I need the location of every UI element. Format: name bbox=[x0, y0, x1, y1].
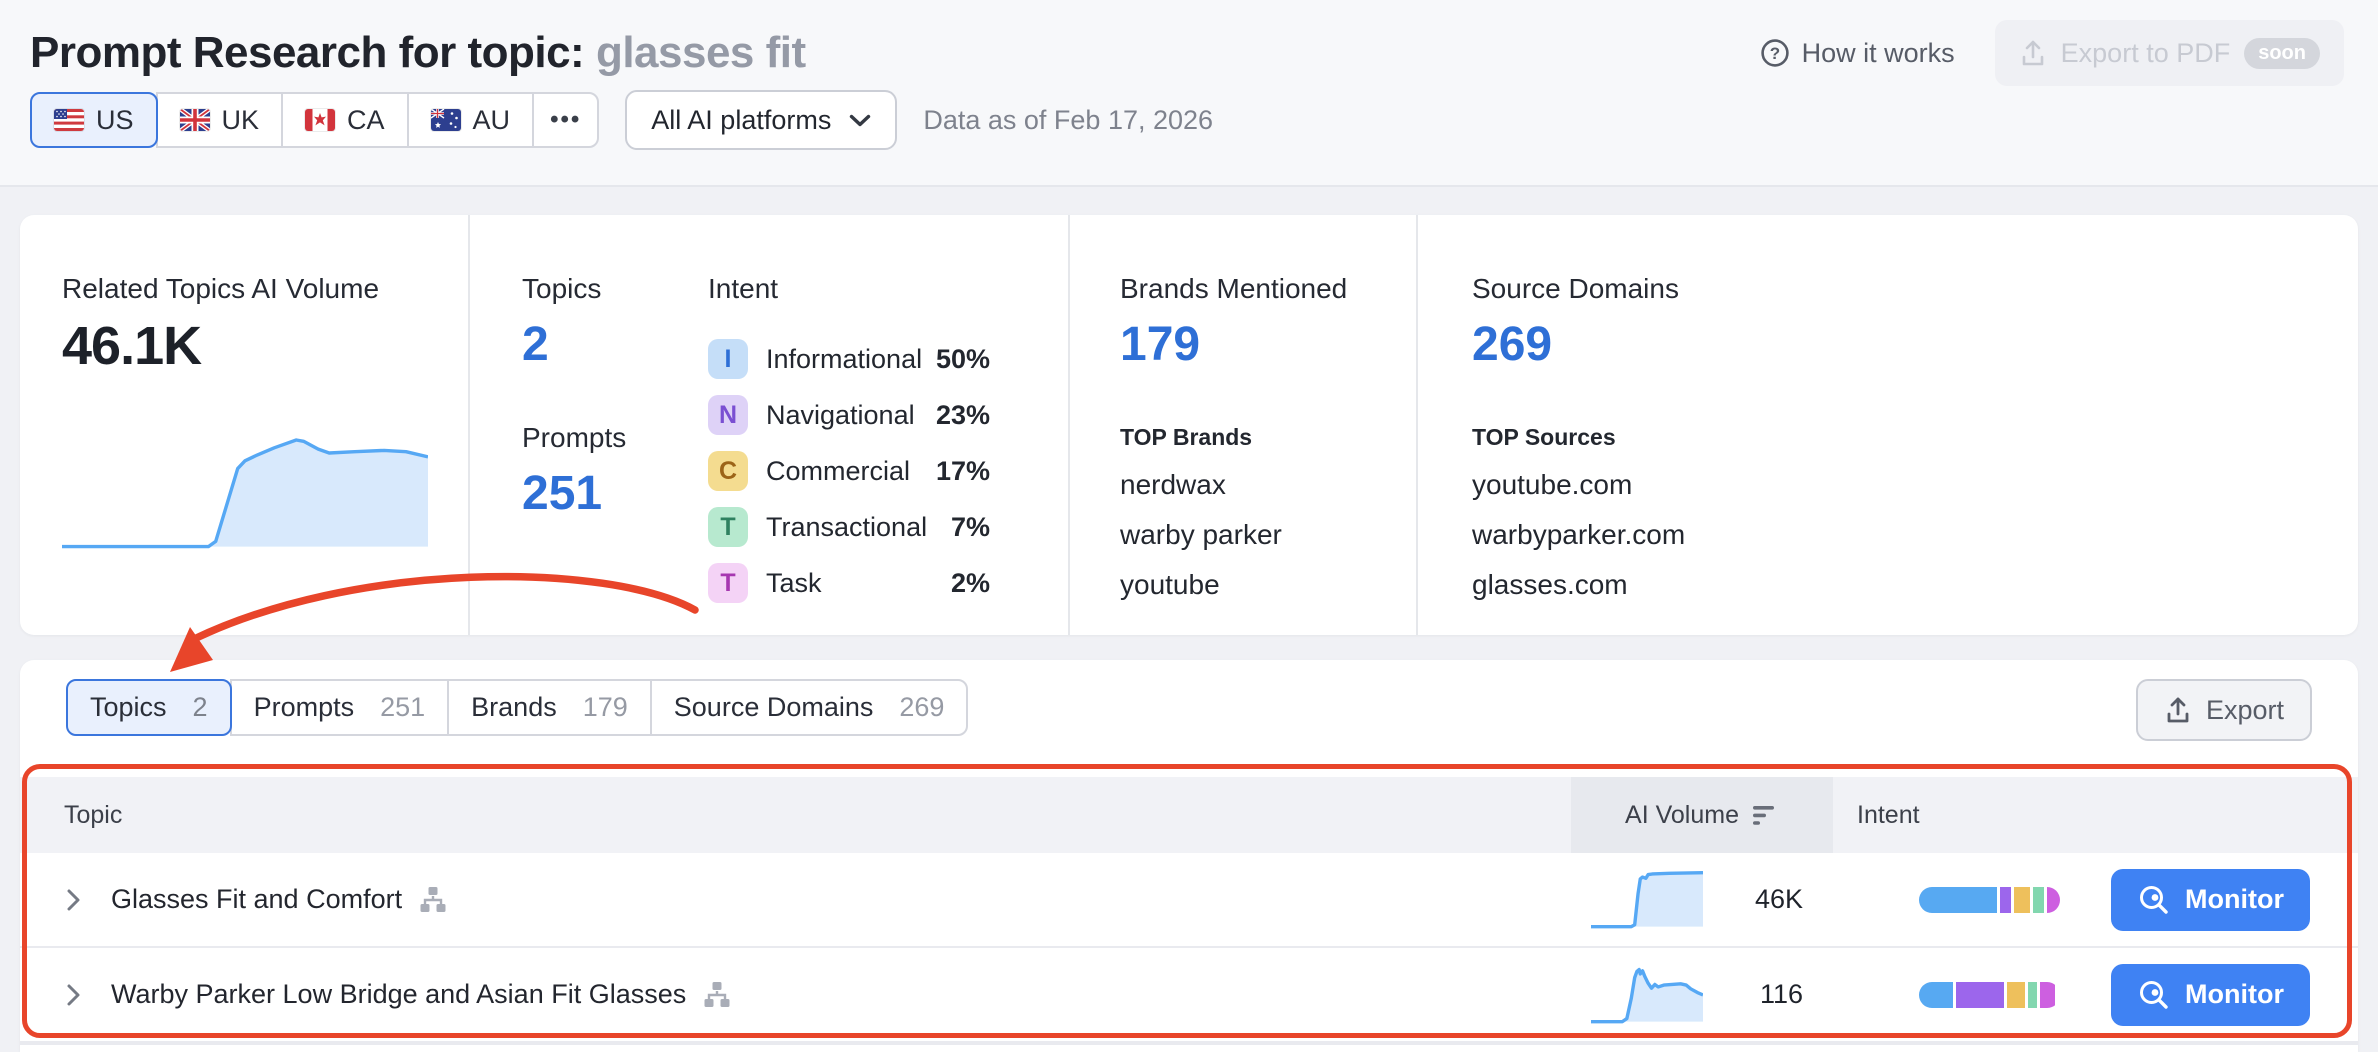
table-header-row: Topic AI Volume Intent bbox=[20, 777, 2358, 853]
upload-icon bbox=[2164, 695, 2192, 725]
question-circle-icon: ? bbox=[1760, 38, 1790, 68]
topics-label: Topics bbox=[522, 273, 602, 304]
ai-volume-value: 46.1K bbox=[62, 316, 202, 376]
intent-summary: Intent I Informational 50% N Navigationa… bbox=[708, 215, 1070, 635]
soon-badge: soon bbox=[2244, 37, 2320, 69]
top-brands-label: TOP Brands bbox=[1120, 424, 1253, 450]
commercial-badge-icon: C bbox=[708, 451, 748, 491]
topics-value: 2 bbox=[522, 318, 549, 371]
monitor-magnifier-icon bbox=[2137, 883, 2171, 917]
expand-chevron-icon[interactable] bbox=[66, 887, 81, 913]
informational-badge-icon: I bbox=[708, 339, 748, 379]
how-it-works-link[interactable]: ? How it works bbox=[1760, 38, 1955, 69]
intent-row-transactional: T Transactional 7% bbox=[708, 499, 990, 555]
column-header-intent[interactable]: Intent bbox=[1857, 800, 1920, 829]
brands-value: 179 bbox=[1120, 318, 1201, 371]
monitor-button[interactable]: Monitor bbox=[2111, 963, 2310, 1026]
topic-name[interactable]: Warby Parker Low Bridge and Asian Fit Gl… bbox=[111, 979, 687, 1009]
sources-value: 269 bbox=[1472, 318, 1553, 371]
sort-descending-icon bbox=[1752, 805, 1779, 826]
task-badge-icon: T bbox=[708, 563, 748, 603]
ai-volume-label: Related Topics AI Volume bbox=[62, 273, 380, 304]
chevron-down-icon bbox=[849, 114, 871, 127]
svg-text:?: ? bbox=[1769, 44, 1779, 63]
intent-row-task: T Task 2% bbox=[708, 555, 990, 611]
topic-trend-sparkline bbox=[1591, 964, 1703, 1026]
ai-volume-summary: Related Topics AI Volume 46.1K bbox=[20, 215, 470, 635]
page-header: Prompt Research for topic: glasses fit ?… bbox=[0, 0, 2378, 187]
export-to-pdf-button[interactable]: Export to PDF soon bbox=[1994, 20, 2344, 86]
top-source-item: youtube.com bbox=[1472, 469, 1633, 500]
prompts-label: Prompts bbox=[522, 422, 627, 453]
tab-source-domains[interactable]: Source Domains 269 bbox=[649, 679, 969, 736]
uk-flag-icon bbox=[179, 109, 210, 131]
top-brand-item: nerdwax bbox=[1120, 469, 1226, 500]
ai-volume-value: 116 bbox=[1759, 979, 1803, 1009]
au-flag-icon bbox=[430, 109, 461, 131]
monitor-button[interactable]: Monitor bbox=[2111, 868, 2310, 931]
intent-distribution-bar bbox=[1919, 886, 2060, 913]
prompts-value: 251 bbox=[522, 467, 603, 520]
result-tabs: Topics 2 Prompts 251 Brands 179 Source Doma… bbox=[66, 679, 969, 736]
more-countries-button[interactable]: ••• bbox=[532, 92, 600, 148]
top-brand-item: youtube bbox=[1120, 569, 1220, 600]
top-sources-label: TOP Sources bbox=[1472, 424, 1616, 450]
sources-label: Source Domains bbox=[1472, 273, 1679, 304]
tab-brands[interactable]: Brands 179 bbox=[447, 679, 652, 736]
monitor-magnifier-icon bbox=[2137, 978, 2171, 1012]
subtopics-hierarchy-icon bbox=[702, 980, 732, 1009]
top-source-item: glasses.com bbox=[1472, 569, 1628, 600]
table-row: Warby Parker Low Bridge and Asian Fit Gl… bbox=[20, 948, 2358, 1043]
table-row: Glasses Fit and Comfort 46K Monitor bbox=[20, 853, 2358, 948]
country-tab-ca[interactable]: CA bbox=[281, 92, 409, 148]
top-source-item: warbyparker.com bbox=[1472, 519, 1686, 550]
ai-platform-dropdown[interactable]: All AI platforms bbox=[625, 90, 898, 150]
topics-table: Topic AI Volume Intent Glasses Fit and C… bbox=[20, 777, 2358, 1052]
navigational-badge-icon: N bbox=[708, 395, 748, 435]
tab-topics[interactable]: Topics 2 bbox=[66, 679, 232, 736]
brands-label: Brands Mentioned bbox=[1120, 273, 1348, 304]
data-as-of-label: Data as of Feb 17, 2026 bbox=[923, 104, 1214, 135]
page-title: Prompt Research for topic: glasses fit bbox=[30, 28, 806, 77]
intent-row-informational: I Informational 50% bbox=[708, 331, 990, 387]
summary-card: Related Topics AI Volume 46.1K Topics 2 … bbox=[20, 215, 2358, 635]
country-tab-us[interactable]: US bbox=[30, 92, 158, 148]
sources-summary: Source Domains 269 TOP Sources youtube.c… bbox=[1418, 215, 2358, 635]
topic-name: glasses fit bbox=[595, 28, 806, 77]
intent-row-navigational: N Navigational 23% bbox=[708, 387, 990, 443]
expand-chevron-icon[interactable] bbox=[66, 982, 81, 1008]
country-tab-au[interactable]: AU bbox=[406, 92, 535, 148]
intent-label: Intent bbox=[708, 273, 779, 304]
topics-prompts-summary: Topics 2 Prompts 251 bbox=[470, 215, 708, 635]
column-header-topic[interactable]: Topic bbox=[64, 800, 123, 829]
intent-row-commercial: C Commercial 17% bbox=[708, 443, 990, 499]
subtopics-hierarchy-icon bbox=[418, 885, 448, 914]
results-card: Topics 2 Prompts 251 Brands 179 Source Doma… bbox=[20, 660, 2358, 1052]
us-flag-icon bbox=[54, 109, 84, 131]
column-header-ai-volume[interactable]: AI Volume bbox=[1571, 777, 1833, 853]
upload-icon bbox=[2019, 38, 2047, 68]
country-tab-uk[interactable]: UK bbox=[155, 92, 284, 148]
topic-trend-sparkline bbox=[1591, 869, 1703, 931]
country-selector: US UK CA AU ••• bbox=[30, 92, 600, 148]
next-row-partial bbox=[20, 1043, 2358, 1052]
intent-distribution-bar bbox=[1919, 981, 2060, 1008]
export-button[interactable]: Export bbox=[2135, 679, 2312, 741]
transactional-badge-icon: T bbox=[708, 507, 748, 547]
ai-volume-trend-chart bbox=[62, 427, 428, 557]
tab-prompts[interactable]: Prompts 251 bbox=[229, 679, 450, 736]
topic-name[interactable]: Glasses Fit and Comfort bbox=[111, 884, 403, 914]
ca-flag-icon bbox=[305, 109, 336, 131]
top-brand-item: warby parker bbox=[1120, 519, 1282, 550]
brands-summary: Brands Mentioned 179 TOP Brands nerdwax … bbox=[1070, 215, 1418, 635]
ai-volume-value: 46K bbox=[1754, 884, 1803, 914]
